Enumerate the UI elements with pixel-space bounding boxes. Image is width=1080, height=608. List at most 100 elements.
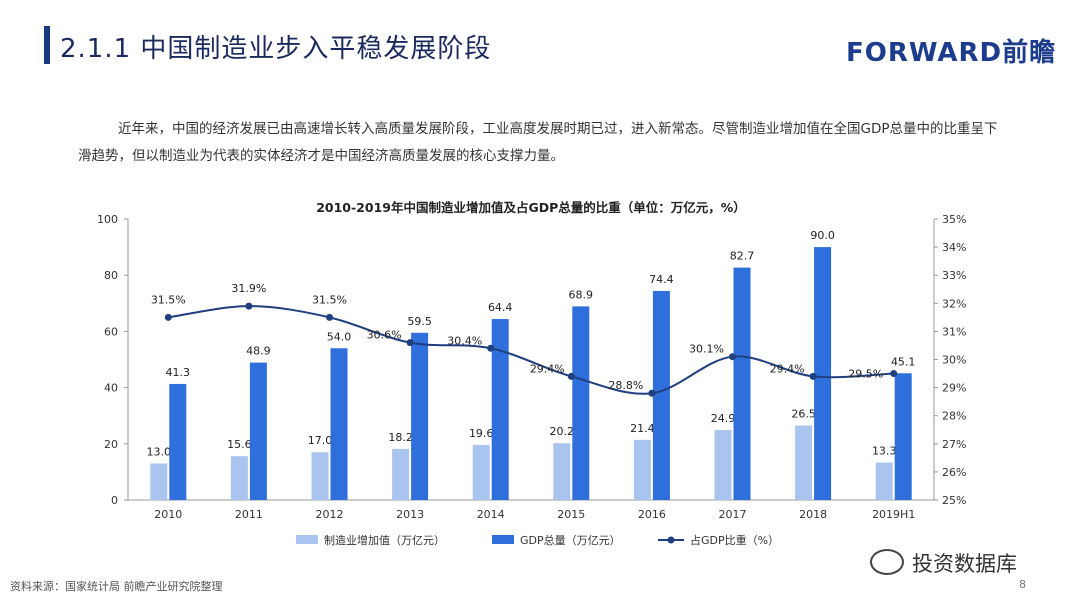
x-tick-label: 2012 [316, 508, 344, 521]
line-point [326, 313, 333, 321]
x-tick-label: 2014 [477, 508, 505, 521]
y-left-tick-label: 40 [104, 382, 118, 395]
y-right-tick-label: 26% [942, 466, 966, 479]
bar-manufacturing-value [553, 443, 571, 500]
bar-gdp-total [169, 383, 187, 500]
bar-manufacturing-value [311, 452, 329, 500]
line-point-label: 29.4% [770, 362, 805, 375]
bar-gdp-total [572, 306, 590, 500]
y-left-tick-label: 20 [104, 438, 118, 451]
legend-marker-share [667, 536, 675, 544]
line-point [406, 339, 414, 347]
bar-gdp-total [814, 247, 832, 500]
y-right-tick-label: 28% [942, 410, 966, 423]
bar-manufacturing-value [633, 439, 651, 500]
bar-gdp-total [491, 319, 509, 500]
bar-gdp-label: 45.1 [891, 355, 916, 368]
line-point-label: 28.8% [608, 379, 643, 392]
y-right-tick-label: 35% [942, 213, 966, 226]
bar-manufacturing-value [392, 448, 410, 500]
bar-gdp-total [652, 290, 670, 500]
x-tick-label: 2011 [235, 508, 263, 521]
bar-manufacturing-label: 20.2 [550, 425, 575, 438]
line-point [164, 313, 172, 321]
bar-gdp-label: 54.0 [327, 330, 352, 343]
wechat-account: 投资数据库 [870, 548, 1017, 578]
legend-swatch-gdp [492, 535, 514, 544]
line-point [487, 344, 495, 352]
y-right-tick-label: 27% [942, 438, 966, 451]
line-point [567, 372, 575, 380]
bar-gdp-label: 48.9 [246, 345, 271, 358]
brand-logo: FORWARD前瞻 [846, 38, 1057, 68]
bar-gdp-label: 59.5 [407, 315, 432, 328]
bar-gdp-total [894, 373, 912, 500]
legend-label-gdp: GDP总量（万亿元） [520, 533, 621, 547]
line-point [729, 353, 736, 361]
bar-manufacturing-value [472, 444, 490, 500]
y-right-tick-label: 34% [942, 241, 966, 254]
bar-manufacturing-value [230, 456, 248, 500]
y-right-tick-label: 30% [942, 354, 966, 367]
bar-gdp-total [411, 332, 429, 500]
y-left-tick-label: 0 [111, 494, 118, 507]
x-tick-label: 2018 [799, 508, 827, 521]
line-point [245, 302, 253, 310]
y-right-tick-label: 32% [942, 297, 966, 310]
y-left-tick-label: 100 [97, 213, 118, 226]
bar-manufacturing-label: 21.4 [630, 422, 655, 435]
title-accent-bar [44, 26, 50, 64]
bar-gdp-label: 64.4 [488, 301, 513, 314]
bar-gdp-label: 82.7 [730, 250, 755, 263]
line-point [809, 372, 817, 380]
bar-manufacturing-label: 17.0 [308, 434, 333, 447]
x-tick-label: 2015 [557, 508, 585, 521]
line-point-label: 30.6% [367, 329, 402, 342]
page-number: 8 [1019, 578, 1026, 591]
line-point [890, 370, 898, 378]
bar-manufacturing-label: 19.6 [469, 427, 494, 440]
bar-gdp-label: 41.3 [166, 366, 191, 379]
bar-manufacturing-value [795, 425, 813, 500]
line-point-label: 29.4% [530, 362, 565, 375]
x-tick-label: 2016 [638, 508, 666, 521]
line-point-label: 29.5% [848, 368, 883, 381]
x-tick-label: 2013 [396, 508, 424, 521]
bar-gdp-total [249, 362, 267, 500]
wechat-account-label: 投资数据库 [912, 552, 1017, 576]
y-right-tick-label: 29% [942, 382, 966, 395]
line-point-label: 30.1% [689, 343, 724, 356]
intro-paragraph: 近年来，中国的经济发展已由高速增长转入高质量发展阶段，工业高度发展时期已过，进入… [78, 121, 998, 164]
bar-gdp-total [733, 267, 751, 500]
bar-manufacturing-label: 26.5 [791, 408, 816, 421]
bar-manufacturing-value [875, 462, 893, 500]
wechat-icon [870, 549, 904, 575]
line-point-label: 31.5% [312, 293, 347, 306]
y-right-tick-label: 33% [942, 269, 966, 282]
bar-manufacturing-label: 24.9 [711, 412, 736, 425]
line-point-label: 30.4% [447, 334, 482, 347]
y-left-tick-label: 80 [104, 269, 118, 282]
legend-label-share: 占GDP比重（%） [690, 533, 779, 547]
source-note: 资料来源：国家统计局 前瞻产业研究院整理 [10, 580, 223, 593]
bar-manufacturing-label: 15.6 [227, 438, 252, 451]
y-right-tick-label: 25% [942, 494, 966, 507]
bar-gdp-label: 68.9 [569, 288, 594, 301]
page-title: 2.1.1 中国制造业步入平稳发展阶段 [60, 34, 492, 64]
y-left-tick-label: 60 [104, 325, 118, 338]
bar-manufacturing-label: 13.0 [147, 445, 172, 458]
bar-manufacturing-value [150, 463, 168, 500]
bar-gdp-label: 90.0 [810, 229, 835, 242]
chart-title: 2010-2019年中国制造业增加值及占GDP总量的比重（单位：万亿元，%） [316, 200, 746, 215]
legend-swatch-manufacturing [296, 535, 318, 544]
x-tick-label: 2017 [719, 508, 747, 521]
line-point-label: 31.5% [151, 293, 186, 306]
bar-gdp-total [330, 348, 348, 500]
line-point [648, 389, 656, 397]
legend-label-manufacturing: 制造业增加值（万亿元） [324, 533, 445, 547]
bar-manufacturing-value [714, 430, 732, 500]
bar-manufacturing-label: 13.3 [872, 445, 897, 458]
bar-manufacturing-label: 18.2 [388, 431, 413, 444]
x-tick-label: 2019H1 [872, 508, 915, 521]
